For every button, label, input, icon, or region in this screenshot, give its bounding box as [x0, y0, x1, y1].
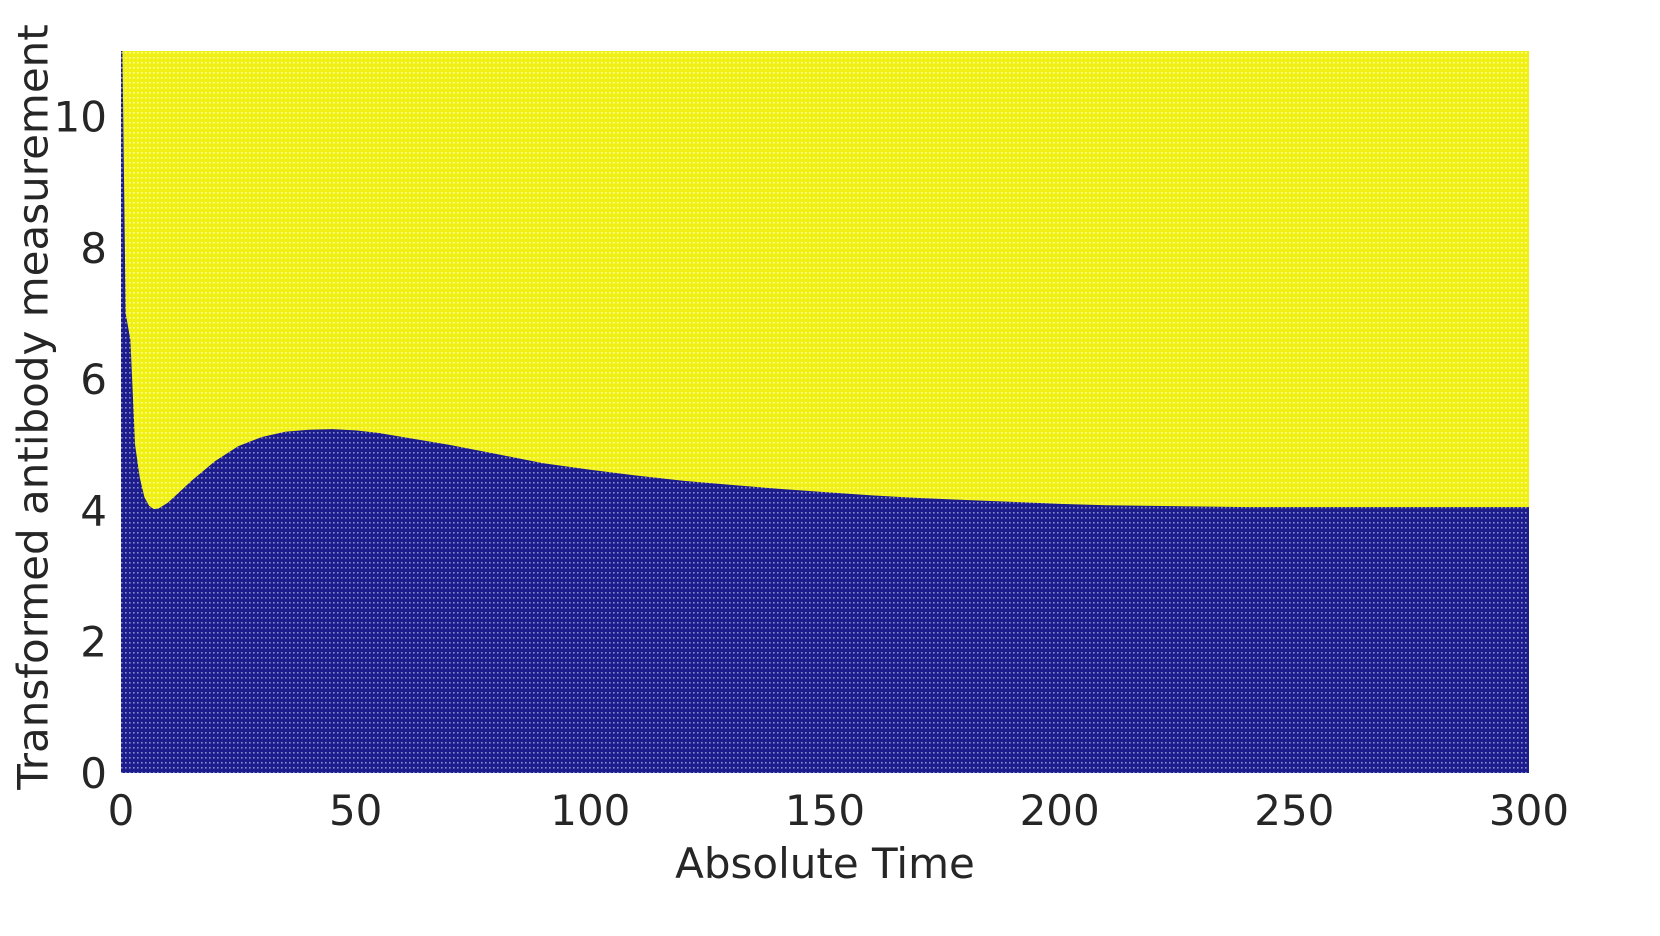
- plot-area: [121, 51, 1529, 773]
- y-tick-label: 2: [80, 618, 107, 667]
- y-tick-label: 10: [54, 93, 107, 142]
- x-tick-label: 200: [1020, 786, 1100, 835]
- x-axis-ticks: 0 50 100 150 200 250 300: [108, 786, 1569, 835]
- x-tick-label: 100: [550, 786, 630, 835]
- x-tick-label: 250: [1254, 786, 1334, 835]
- y-axis-label: Transformed antibody measurement: [9, 24, 58, 791]
- lower-region: [121, 51, 1529, 773]
- x-tick-label: 150: [785, 786, 865, 835]
- y-tick-label: 4: [80, 486, 107, 535]
- x-tick-label: 0: [108, 786, 135, 835]
- y-tick-label: 8: [80, 224, 107, 273]
- x-tick-label: 50: [329, 786, 382, 835]
- y-tick-label: 0: [80, 749, 107, 798]
- y-axis-ticks: 0 2 4 6 8 10: [54, 93, 107, 798]
- x-tick-label: 300: [1489, 786, 1569, 835]
- x-axis-label: Absolute Time: [675, 839, 975, 888]
- y-tick-label: 6: [80, 355, 107, 404]
